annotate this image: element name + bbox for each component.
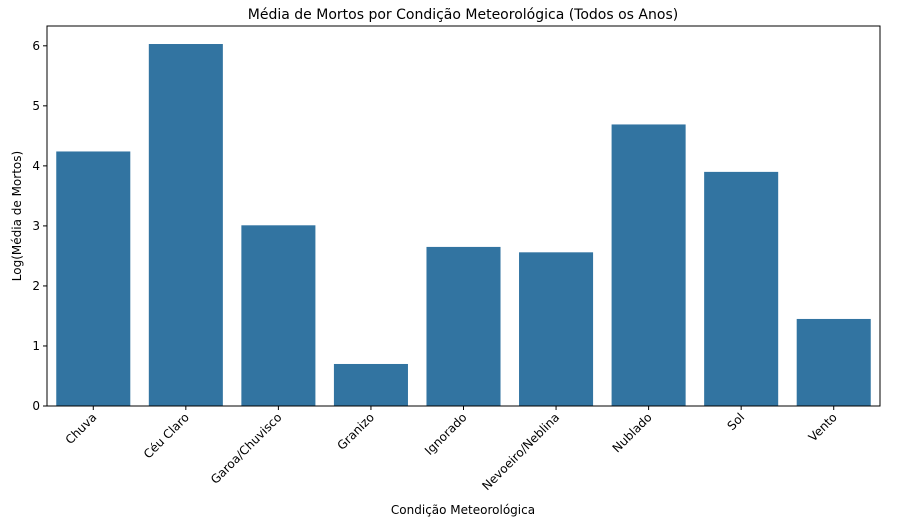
- x-tick-label: Vento: [806, 410, 840, 444]
- x-axis-label: Condição Meteorológica: [391, 503, 535, 517]
- x-tick-label: Ignorado: [422, 410, 470, 458]
- bar-ignorado: [426, 246, 501, 406]
- x-tick-label: Granizo: [335, 410, 378, 453]
- y-tick-label: 6: [32, 39, 40, 53]
- x-tick-label: Nublado: [610, 410, 655, 455]
- y-tick-label: 5: [32, 99, 40, 113]
- x-tick-label: Céu Claro: [141, 410, 192, 461]
- bar-vento: [796, 318, 871, 406]
- bar-c-u-claro: [148, 44, 223, 406]
- x-tick-label: Chuva: [63, 410, 100, 447]
- x-tick-label: Garoa/Chuvisco: [208, 410, 285, 487]
- bar-sol: [704, 171, 779, 406]
- y-tick-label: 2: [32, 279, 40, 293]
- x-tick-label: Nevoeiro/Neblina: [479, 410, 562, 493]
- bar-nublado: [611, 124, 686, 407]
- chart-title: Média de Mortos por Condição Meteorológi…: [248, 7, 678, 23]
- y-axis-ticks: 0 1 2 3 4 5 6: [32, 39, 47, 413]
- y-tick-label: 4: [32, 159, 40, 173]
- plot-frame: [46, 25, 881, 407]
- bar-garoa-chuvisco: [241, 225, 316, 406]
- y-tick-label: 3: [32, 219, 40, 233]
- y-tick-label: 1: [32, 339, 40, 353]
- bar-chuva: [56, 151, 131, 406]
- y-tick-label: 0: [32, 399, 40, 413]
- x-tick-label: Sol: [724, 410, 747, 433]
- bars-group: [56, 44, 871, 407]
- bar-nevoeiro-neblina: [519, 252, 594, 406]
- bar-granizo: [333, 363, 408, 406]
- y-axis-label: Log(Média de Mortos): [10, 151, 24, 281]
- x-axis-ticks: Chuva Céu Claro Garoa/Chuvisco Granizo Ignor…: [63, 406, 840, 493]
